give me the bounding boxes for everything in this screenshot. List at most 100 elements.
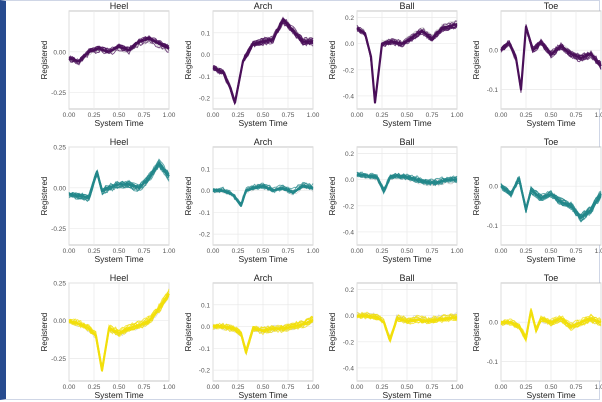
x-tick-label: 0.25 xyxy=(520,112,533,119)
y-axis-label: Registered xyxy=(472,41,481,80)
y-tick-label: 0.0 xyxy=(201,324,210,331)
x-tick-label: 1.00 xyxy=(163,112,176,119)
x-tick-label: 0.00 xyxy=(63,112,76,119)
y-tick-label: 0.00 xyxy=(53,185,66,192)
panel-title: Heel xyxy=(110,1,129,11)
x-tick-label: 1.00 xyxy=(595,248,602,255)
panel-title: Arch xyxy=(254,1,273,11)
x-tick-label: 0.50 xyxy=(545,384,558,391)
y-axis-label: Registered xyxy=(472,313,481,352)
x-tick-label: 1.00 xyxy=(595,112,602,119)
x-tick-label: 0.75 xyxy=(570,384,583,391)
y-tick-label: -0.1 xyxy=(487,359,499,366)
series-line xyxy=(356,23,458,104)
x-tick-label: 0.50 xyxy=(257,248,270,255)
y-tick-label: -0.2 xyxy=(199,96,211,103)
y-axis-label: Registered xyxy=(328,313,337,352)
x-tick-label: 0.25 xyxy=(520,384,533,391)
y-axis-label: Registered xyxy=(184,313,193,352)
series-line xyxy=(357,314,458,342)
x-tick-label: 0.50 xyxy=(113,112,126,119)
x-axis-label: System Time xyxy=(238,254,287,264)
replicate-trace xyxy=(500,307,602,337)
y-tick-label: -0.4 xyxy=(343,93,355,100)
replicate-trace xyxy=(356,314,458,344)
y-tick-label: 0.25 xyxy=(53,145,66,152)
y-tick-label: -0.1 xyxy=(487,87,499,94)
series-line xyxy=(356,173,457,193)
x-tick-label: 0.75 xyxy=(282,384,295,391)
x-tick-label: 0.25 xyxy=(376,248,389,255)
panel-toe-row1: Toe 0.00 0.25 0.50 0.75 1.00 System Time 0.0 -0.… xyxy=(472,1,602,128)
x-tick-label: 0.75 xyxy=(138,248,151,255)
x-axis-label: System Time xyxy=(94,118,143,128)
panel-title: Arch xyxy=(254,273,273,283)
x-tick-label: 0.25 xyxy=(232,248,245,255)
panel-title: Toe xyxy=(544,273,559,283)
x-tick-label: 0.75 xyxy=(426,384,439,391)
panel-ball-row3: Ball 0.00 0.25 0.50 0.75 1.00 System Time 0.2 0.… xyxy=(328,273,464,400)
y-tick-label: -0.25 xyxy=(51,226,66,233)
x-tick-label: 0.25 xyxy=(232,384,245,391)
panel-title: Arch xyxy=(254,137,273,147)
replicate-trace xyxy=(500,310,602,342)
y-axis-label: Registered xyxy=(328,177,337,216)
replicate-trace xyxy=(356,171,458,189)
panel-arch-row1: Arch 0.00 0.25 0.50 0.75 1.00 System Time 0.1 0.… xyxy=(184,1,320,128)
panel-title: Toe xyxy=(544,1,559,11)
y-tick-label: -0.1 xyxy=(199,346,211,353)
x-tick-label: 1.00 xyxy=(307,112,320,119)
x-tick-label: 0.75 xyxy=(138,384,151,391)
panel-title: Ball xyxy=(399,273,414,283)
series-line xyxy=(68,292,170,372)
panel-title: Heel xyxy=(110,273,129,283)
x-tick-label: 0.75 xyxy=(138,112,151,119)
x-tick-label: 0.75 xyxy=(570,248,583,255)
replicate-trace xyxy=(68,159,170,198)
y-tick-label: 0.1 xyxy=(201,302,210,309)
y-axis-label: Registered xyxy=(328,41,337,80)
x-tick-label: 0.50 xyxy=(545,112,558,119)
panel-arch-row2: Arch 0.00 0.25 0.50 0.75 1.00 System Time 0.1 0.… xyxy=(184,137,320,264)
x-tick-label: 0.25 xyxy=(520,248,533,255)
y-tick-label: 0.2 xyxy=(345,151,354,158)
x-tick-label: 0.50 xyxy=(113,384,126,391)
x-tick-label: 0.75 xyxy=(570,112,583,119)
x-axis-label: System Time xyxy=(382,390,431,400)
x-axis-label: System Time xyxy=(238,118,287,128)
y-tick-label: -0.2 xyxy=(199,232,211,239)
x-tick-label: 1.00 xyxy=(307,248,320,255)
x-tick-label: 0.00 xyxy=(351,248,364,255)
x-tick-label: 1.00 xyxy=(451,112,464,119)
series-line xyxy=(212,18,313,104)
x-axis-label: System Time xyxy=(94,254,143,264)
x-tick-label: 0.75 xyxy=(426,112,439,119)
y-tick-label: 0.1 xyxy=(201,166,210,173)
x-tick-label: 0.00 xyxy=(207,248,220,255)
x-tick-label: 1.00 xyxy=(163,248,176,255)
x-axis-label: System Time xyxy=(382,254,431,264)
x-axis-label: System Time xyxy=(382,118,431,128)
y-axis-label: Registered xyxy=(40,177,49,216)
x-tick-label: 0.50 xyxy=(401,248,414,255)
small-multiples-figure: Heel 0.00 0.25 0.50 0.75 1.00 System Time 0.00 -… xyxy=(40,1,602,400)
panel-title: Heel xyxy=(110,137,129,147)
x-tick-label: 0.00 xyxy=(207,112,220,119)
x-tick-label: 0.00 xyxy=(351,384,364,391)
y-tick-label: -0.4 xyxy=(343,229,355,236)
y-tick-label: -0.1 xyxy=(487,223,499,230)
x-tick-label: 0.75 xyxy=(426,248,439,255)
x-tick-label: 0.50 xyxy=(545,248,558,255)
y-tick-label: 0.00 xyxy=(53,49,66,56)
y-tick-label: -0.2 xyxy=(343,67,355,74)
x-tick-label: 0.25 xyxy=(88,384,101,391)
x-tick-label: 1.00 xyxy=(163,384,176,391)
y-tick-label: 0.0 xyxy=(201,52,210,59)
x-tick-label: 1.00 xyxy=(307,384,320,391)
y-tick-label: -0.2 xyxy=(343,203,355,210)
x-tick-label: 0.75 xyxy=(282,112,295,119)
y-tick-label: -0.25 xyxy=(51,90,66,97)
replicate-trace xyxy=(500,175,602,215)
x-tick-label: 0.00 xyxy=(495,384,508,391)
